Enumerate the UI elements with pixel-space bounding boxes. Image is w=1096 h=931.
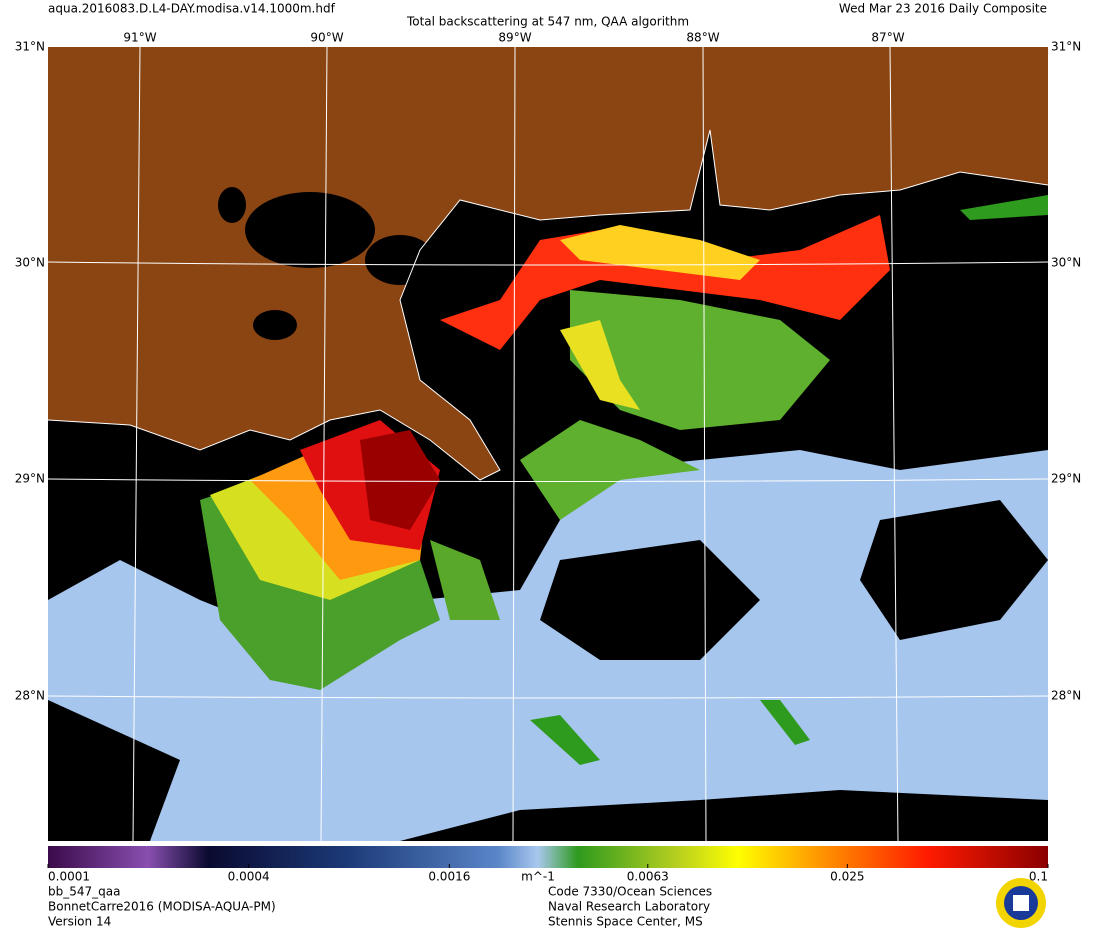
lon-label: 88°W (686, 31, 719, 45)
colorbar-tick-label: 0.0004 (228, 870, 270, 884)
footer-center: Stennis Space Center, MS (548, 915, 703, 929)
lat-label: 29°N (1051, 472, 1081, 486)
footer-left: Version 14 (48, 915, 111, 929)
filename: aqua.2016083.D.L4-DAY.modisa.v14.1000m.h… (48, 2, 336, 16)
nrl-logo (996, 878, 1046, 928)
lat-label: 30°N (1051, 256, 1081, 270)
lat-label: 28°N (1051, 689, 1081, 703)
footer-center: Code 7330/Ocean Sciences (548, 885, 712, 899)
footer-left: BonnetCarre2016 (MODISA-AQUA-PM) (48, 900, 276, 914)
lat-label: 28°N (15, 689, 45, 703)
colorbar-tick-label: 0.0016 (428, 870, 470, 884)
lat-label: 31°N (15, 40, 45, 54)
map-title: Total backscattering at 547 nm, QAA algo… (406, 15, 689, 29)
footer-center: Naval Research Laboratory (548, 900, 710, 914)
lat-label: 29°N (15, 472, 45, 486)
composite-date: Wed Mar 23 2016 Daily Composite (839, 2, 1047, 16)
lon-label: 90°W (310, 31, 343, 45)
lat-label: 31°N (1051, 40, 1081, 54)
lon-label: 91°W (123, 31, 156, 45)
colorbar-tick-label: 0.025 (830, 870, 864, 884)
lat-label: 30°N (15, 256, 45, 270)
colorbar (48, 846, 1048, 868)
colorbar-tick-label: 0.0001 (48, 870, 90, 884)
map-image (47, 47, 1049, 841)
lon-label: 87°W (871, 31, 904, 45)
graticule (47, 46, 1049, 842)
colorbar-unit: m^-1 (521, 870, 555, 884)
colorbar-tick-label: 0.0063 (627, 870, 669, 884)
lon-label: 89°W (498, 31, 531, 45)
colorbar-tick-label: 0.1 (1029, 870, 1048, 884)
footer-left: bb_547_qaa (48, 885, 120, 899)
